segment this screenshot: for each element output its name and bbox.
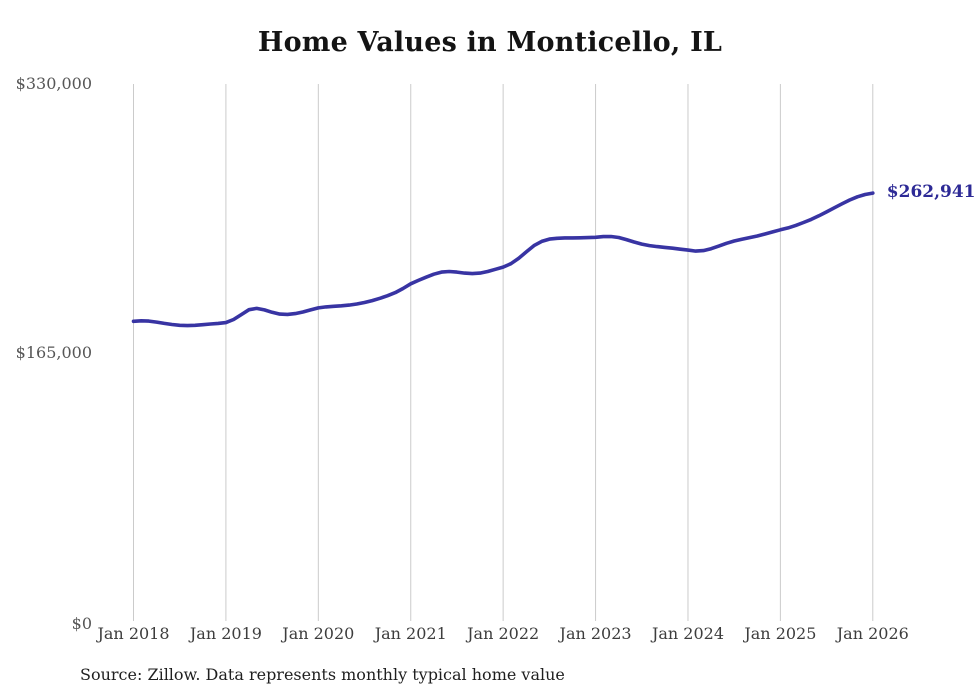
value-line: [131, 191, 875, 328]
chart-title: Home Values in Monticello, IL: [257, 27, 723, 58]
x-tick-label: Jan 2023: [559, 624, 632, 643]
x-tick-label: Jan 2025: [744, 624, 817, 643]
x-tick-label: Jan 2021: [374, 624, 447, 643]
y-tick-label: $330,000: [15, 74, 92, 93]
y-tick-label: $0: [71, 614, 92, 633]
x-tick-label: Jan 2022: [467, 624, 540, 643]
x-tick-label: Jan 2020: [282, 624, 355, 643]
source-note: Source: Zillow. Data represents monthly …: [80, 665, 565, 684]
x-tick-label: Jan 2019: [189, 624, 262, 643]
x-tick-label: Jan 2024: [651, 624, 724, 643]
x-tick-label: Jan 2018: [97, 624, 170, 643]
y-tick-label: $165,000: [15, 342, 92, 362]
end-value-label: $262,941: [886, 182, 976, 203]
x-tick-label: Jan 2026: [836, 624, 909, 643]
